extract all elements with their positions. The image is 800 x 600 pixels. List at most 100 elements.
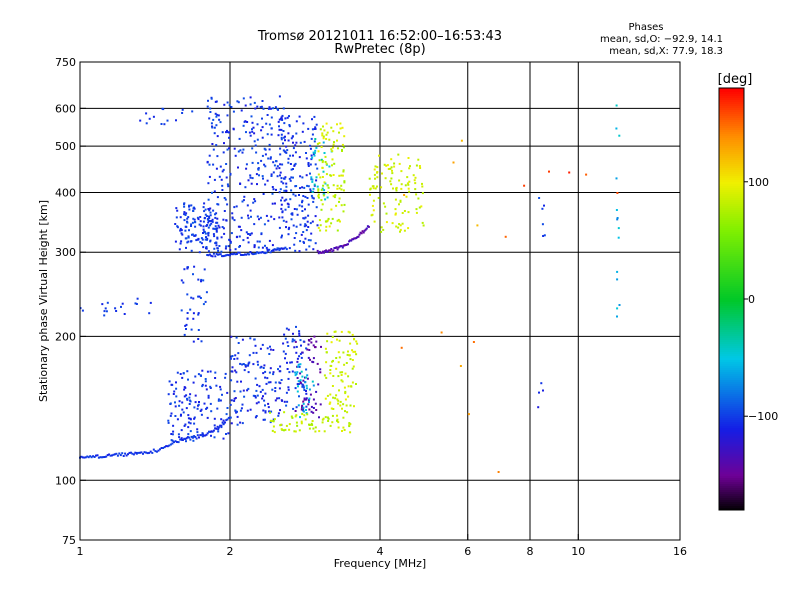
- echo-point: [335, 357, 338, 359]
- echo-point: [319, 368, 322, 371]
- echo-point: [202, 279, 205, 282]
- echo-point: [210, 410, 213, 413]
- echo-point: [304, 381, 307, 384]
- echo-point: [324, 416, 327, 419]
- echo-point: [407, 183, 410, 186]
- echo-point: [300, 420, 303, 423]
- echo-point: [145, 112, 148, 115]
- echo-point: [236, 100, 239, 103]
- echo-point: [296, 424, 299, 427]
- echo-point: [393, 162, 396, 165]
- echo-point: [312, 248, 315, 251]
- echo-point: [294, 249, 297, 252]
- echo-point: [239, 390, 242, 393]
- echo-point: [301, 210, 304, 212]
- echo-point: [317, 150, 320, 153]
- echo-point: [307, 162, 310, 164]
- echo-point: [205, 388, 208, 391]
- colorbar-strip: [719, 312, 744, 315]
- colorbar-strip: [719, 498, 744, 501]
- echo-point: [307, 214, 310, 217]
- echo-point: [254, 395, 257, 398]
- echo-point: [262, 409, 265, 412]
- echo-point: [371, 213, 374, 216]
- echo-point: [302, 402, 305, 405]
- echo-point: [329, 424, 332, 427]
- echo-point: [238, 245, 241, 248]
- echo-point: [186, 312, 189, 314]
- echo-point: [251, 147, 254, 150]
- echo-point: [193, 206, 195, 209]
- echo-point: [616, 192, 619, 194]
- echo-point: [269, 348, 272, 351]
- echo-point: [380, 226, 383, 229]
- echo-point: [245, 231, 248, 234]
- echo-point: [400, 170, 403, 173]
- echo-point: [207, 232, 210, 235]
- echo-point: [335, 394, 338, 397]
- echo-point: [311, 180, 314, 183]
- echo-point: [287, 139, 290, 142]
- echo-point: [314, 402, 317, 405]
- echo-point: [183, 424, 186, 427]
- echo-point: [200, 278, 203, 281]
- echo-point: [83, 456, 86, 459]
- echo-point: [229, 173, 232, 176]
- echo-point: [319, 403, 322, 406]
- echo-point: [272, 418, 275, 421]
- echo-point: [315, 176, 318, 179]
- echo-point: [261, 397, 264, 400]
- echo-point: [307, 339, 310, 341]
- echo-point: [238, 251, 241, 254]
- echo-point: [280, 428, 283, 431]
- echo-point: [201, 432, 204, 435]
- echo-point: [278, 167, 281, 170]
- echo-point: [322, 135, 325, 138]
- colorbar-strip: [719, 290, 744, 293]
- echo-point: [303, 414, 306, 417]
- echo-point: [291, 416, 294, 419]
- echo-point: [312, 398, 315, 401]
- echo-point: [399, 200, 402, 203]
- echo-point: [255, 415, 258, 417]
- echo-point: [207, 208, 210, 210]
- echo-point: [157, 449, 160, 452]
- echo-point: [390, 166, 393, 169]
- echo-point: [220, 178, 223, 181]
- echo-point: [114, 307, 117, 310]
- echo-point: [279, 188, 282, 191]
- echo-point: [305, 390, 307, 392]
- echo-point: [305, 229, 308, 232]
- echo-point: [350, 239, 353, 242]
- echo-point: [272, 171, 275, 174]
- echo-point: [232, 127, 235, 130]
- echo-point: [295, 373, 298, 375]
- echo-point: [336, 184, 339, 187]
- colorbar-strip: [719, 406, 744, 409]
- echo-point: [242, 254, 245, 256]
- colorbar-strip: [719, 434, 744, 437]
- echo-point: [312, 151, 315, 154]
- echo-point: [231, 355, 234, 357]
- echo-point: [151, 451, 154, 454]
- echo-point: [313, 183, 316, 186]
- echo-point: [225, 131, 227, 134]
- echo-point: [249, 176, 252, 179]
- echo-point: [337, 399, 340, 402]
- echo-point: [324, 397, 327, 400]
- echo-point: [344, 398, 347, 401]
- echo-point: [214, 213, 216, 216]
- echo-point: [353, 405, 355, 408]
- echo-point: [349, 423, 352, 425]
- echo-point: [186, 217, 189, 220]
- colorbar-strip: [719, 408, 744, 411]
- echo-point: [284, 246, 287, 249]
- echo-point: [274, 390, 277, 393]
- echo-point: [293, 243, 296, 246]
- echo-point: [323, 129, 326, 132]
- echo-point: [305, 224, 308, 227]
- echo-point: [301, 385, 304, 388]
- echo-point: [280, 136, 283, 139]
- echo-point: [183, 333, 186, 336]
